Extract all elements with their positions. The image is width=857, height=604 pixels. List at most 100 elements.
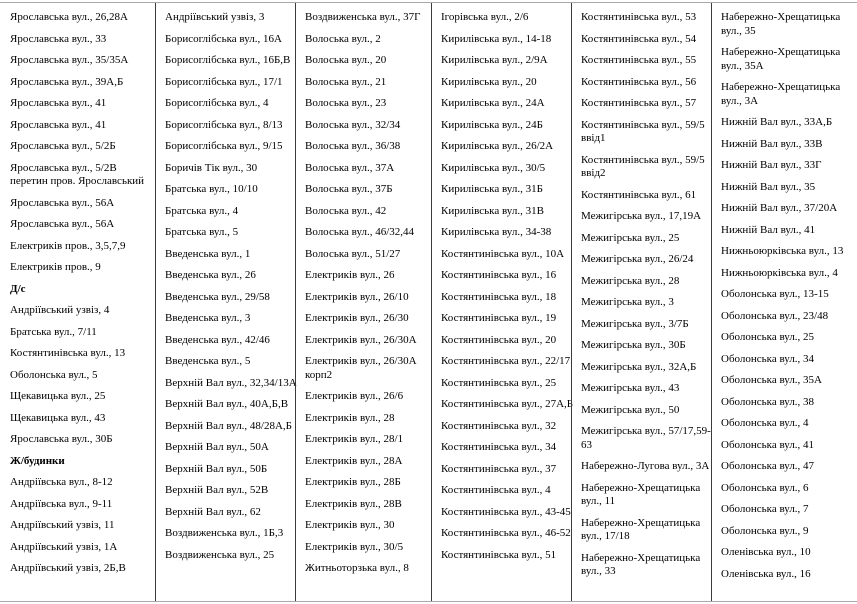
address-entry: Костянтинівська вул., 25 <box>441 376 557 389</box>
address-entry: Костянтинівська вул., 59/5 ввід2 <box>581 153 705 180</box>
address-entry: Ярославська вул., 30Б <box>10 433 113 445</box>
address-entry: Оболонська вул., 35А <box>721 374 822 386</box>
address-entry: Волоська вул., 51/27 <box>305 247 401 260</box>
address-entry: Введенська вул., 29/58 <box>165 290 270 303</box>
address-entry: Введенська вул., 3 <box>165 312 251 324</box>
address-entry: Оболонська вул., 9 <box>721 524 809 537</box>
address-entry: Ярославська вул., 5/2Б <box>10 140 116 152</box>
address-entry: Кирилівська вул., 30/5 <box>441 161 546 174</box>
address-entry: Нижньоюрківська вул., 4 <box>721 266 838 279</box>
address-entry: Оленівська вул., 10 <box>721 546 811 558</box>
address-column-5: Костянтинівська вул., 53 Костянтинівська … <box>571 3 711 601</box>
address-entry: Костянтинівська вул., 43-45 <box>441 505 571 518</box>
address-entry: Верхній Вал вул., 62 <box>165 505 261 518</box>
address-entry: Андріївський узвіз, 1А <box>10 540 118 553</box>
address-entry: Костянтинівська вул., 18 <box>441 290 557 303</box>
address-entry: Електриків вул., 28В <box>305 497 402 510</box>
address-entry: Ігорівська вул., 2/6 <box>441 11 529 23</box>
address-entry: Борисоглібська вул., 16Б,В <box>165 54 291 66</box>
address-column-2: Андріївський узвіз, 3 Борисоглібська вул.… <box>155 3 297 601</box>
address-entry: Борисоглібська вул., 8/13 <box>165 118 283 131</box>
address-entry: Костянтинівська вул., 10А <box>441 247 565 260</box>
address-entry: Костянтинівська вул., 56 <box>581 75 697 88</box>
address-entry: Електриків вул., 26/6 <box>305 390 404 402</box>
address-column-6: Набережно-Хрещатицька вул., 35 Набережно-… <box>711 3 857 601</box>
address-entry: Волоська вул., 37Б <box>305 183 393 195</box>
address-entry: Боричів Тік вул., 30 <box>165 161 258 174</box>
address-entry: Житньоторзька вул., 8 <box>305 562 409 574</box>
address-entry: Кирилівська вул., 2/9А <box>441 54 548 66</box>
address-entry: Костянтинівська вул., 13 <box>10 347 126 359</box>
address-entry: Андріївська вул., 9-11 <box>10 497 113 510</box>
address-entry: Волоська вул., 32/34 <box>305 118 401 131</box>
address-entry: Набережно-Хрещатицька вул., 3А <box>721 81 841 107</box>
address-entry: Набережно-Хрещатицька вул., 17/18 <box>581 516 701 543</box>
address-entry: Костянтинівська вул., 61 <box>581 188 697 201</box>
address-entry: Андріївська вул., 8-12 <box>10 476 113 488</box>
address-column-3: Воздвиженська вул., 37Г Волоська вул., 2 В… <box>295 3 431 601</box>
address-entry: Електриків вул., 26/10 <box>305 290 409 303</box>
address-entry: Костянтинівська вул., 55 <box>581 54 697 66</box>
address-entry: Ярославська вул., 39А,Б <box>10 75 124 88</box>
address-entry: Костянтинівська вул., 4 <box>441 484 551 496</box>
address-entry: Волоська вул., 46/32,44 <box>305 226 415 238</box>
address-entry: Межигірська вул., 43 <box>581 382 680 394</box>
address-entry: Електриків вул., 28/1 <box>305 433 404 445</box>
address-entry: Воздвиженська вул., 1Б,3 <box>165 527 284 539</box>
address-entry: Набережно-Хрещатицька вул., 33 <box>581 551 701 578</box>
address-entry: Введенська вул., 1 <box>165 247 251 260</box>
address-entry: Електриків вул., 28 <box>305 411 395 424</box>
address-entry: Костянтинівська вул., 27А,Б <box>441 398 574 410</box>
address-entry: Верхній Вал вул., 40А,Б,В <box>165 398 289 410</box>
address-entry: Набережно-Хрещатицька вул., 35А <box>721 46 841 72</box>
address-entry: Борисоглібська вул., 4 <box>165 97 269 109</box>
address-entry: Введенська вул., 26 <box>165 269 256 281</box>
address-entry: Костянтинівська вул., 57 <box>581 97 697 109</box>
address-entry: Братська вул., 4 <box>165 204 239 217</box>
address-entry: Борисоглібська вул., 9/15 <box>165 140 283 152</box>
address-entry: Ярославська вул., 41 <box>10 97 107 109</box>
address-entry: Ярославська вул., 33 <box>10 32 107 45</box>
address-entry: Костянтинівська вул., 32 <box>441 419 557 432</box>
address-entry: Межигірська вул., 50 <box>581 403 680 416</box>
address-entry: Борисоглібська вул., 16А <box>165 32 282 45</box>
address-entry: Ярославська вул., 26,28А <box>10 11 128 23</box>
address-entry: Нижній Вал вул., 41 <box>721 223 816 236</box>
address-entry: Костянтинівська вул., 16 <box>441 269 557 281</box>
address-entry: Кирилівська вул., 31В <box>441 204 544 217</box>
address-entry: Електриків вул., 28А <box>305 454 403 467</box>
address-entry: Введенська вул., 5 <box>165 355 251 367</box>
address-entry: Ярославська вул., 35/35А <box>10 54 129 66</box>
address-entry: Оболонська вул., 41 <box>721 438 815 451</box>
address-entry: Межигірська вул., 28 <box>581 274 680 287</box>
address-entry: Костянтинівська вул., 37 <box>441 462 557 475</box>
address-entry: Кирилівська вул., 24Б <box>441 118 543 131</box>
address-entry: Щекавицька вул., 43 <box>10 411 106 424</box>
address-entry: Електриків вул., 26/30А <box>305 333 417 346</box>
address-entry: Межигірська вул., 32А,Б <box>581 360 697 373</box>
address-entry: Костянтинівська вул., 19 <box>441 312 557 324</box>
address-entry: Межигірська вул., 3 <box>581 296 674 308</box>
address-entry: Костянтинівська вул., 51 <box>441 548 557 561</box>
address-column-4: Ігорівська вул., 2/6 Кирилівська вул., 14… <box>431 3 574 601</box>
section-heading: Д/с <box>10 282 26 295</box>
address-entry: Нижньоюрківська вул., 13 <box>721 245 844 257</box>
address-entry: Щекавицька вул., 25 <box>10 390 106 402</box>
address-entry: Нижній Вал вул., 33Г <box>721 159 822 171</box>
address-entry: Оболонська вул., 5 <box>10 368 98 381</box>
address-entry: Нижній Вал вул., 33В <box>721 137 823 150</box>
address-entry: Братська вул., 7/11 <box>10 325 97 338</box>
address-entry: Волоська вул., 42 <box>305 204 387 217</box>
address-entry: Оболонська вул., 47 <box>721 460 815 472</box>
address-entry: Оболонська вул., 4 <box>721 417 809 429</box>
address-entry: Волоська вул., 2 <box>305 32 381 45</box>
address-entry: Електриків пров., 9 <box>10 261 101 273</box>
address-entry: Кирилівська вул., 20 <box>441 75 537 88</box>
address-entry: Волоська вул., 21 <box>305 75 387 88</box>
address-entry: Набережно-Хрещатицька вул., 11 <box>581 481 701 508</box>
address-entry: Волоська вул., 23 <box>305 97 387 109</box>
address-entry: Воздвиженська вул., 25 <box>165 548 275 561</box>
address-entry: Верхній Вал вул., 32,34/13А <box>165 376 297 389</box>
address-entry: Оболонська вул., 38 <box>721 395 815 408</box>
